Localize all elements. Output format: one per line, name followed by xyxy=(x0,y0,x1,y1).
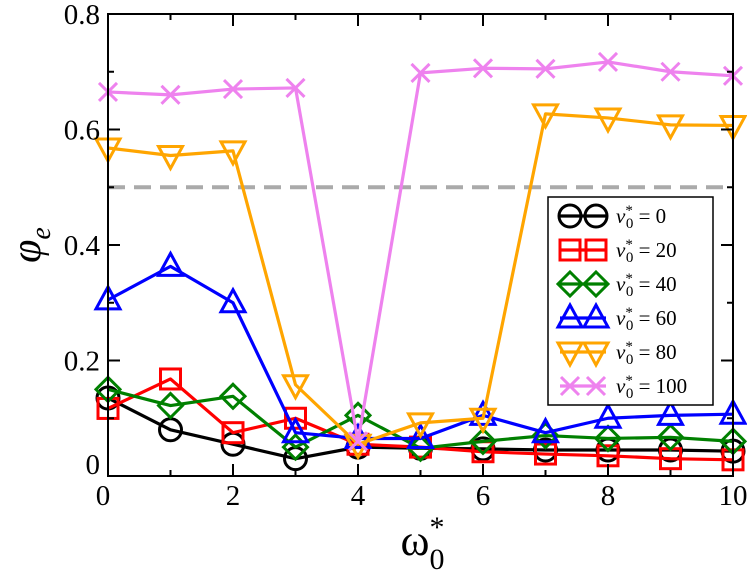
legend-entry: v* 0 = 60 xyxy=(555,301,677,334)
data-point xyxy=(284,406,307,430)
legend-marker xyxy=(559,375,581,397)
data-point xyxy=(534,442,557,466)
data-point xyxy=(593,107,623,135)
x-tick-label: 8 xyxy=(601,480,616,512)
legend-entry: v* 0 = 100 xyxy=(559,373,687,402)
data-point xyxy=(155,250,186,277)
legend-marker xyxy=(555,341,585,369)
axis-label-layer: ω* 0 φe xyxy=(4,227,444,571)
data-point xyxy=(468,407,498,435)
data-point xyxy=(218,140,248,167)
x-tick-label: 2 xyxy=(226,480,241,512)
legend-label: v* 0 = 60 xyxy=(616,305,677,334)
legend-marker xyxy=(558,238,582,262)
data-point xyxy=(410,62,431,83)
y-tick-label: 0.8 xyxy=(64,0,100,31)
legend-label: v* 0 = 80 xyxy=(616,339,677,368)
x-tick-label: 4 xyxy=(351,480,366,512)
legend-entry: v* 0 = 20 xyxy=(558,237,677,266)
legend-entry: v* 0 = 80 xyxy=(555,339,677,369)
data-point xyxy=(347,431,369,452)
legend-marker xyxy=(584,238,608,262)
data-point xyxy=(218,286,248,314)
data-point xyxy=(530,103,561,131)
legend-marker xyxy=(581,341,611,369)
legend-label: v* 0 = 0 xyxy=(616,203,666,232)
legend-box xyxy=(547,196,714,406)
data-point xyxy=(656,423,685,452)
data-point xyxy=(156,391,185,420)
y-tick-label: 0 xyxy=(86,449,101,481)
data-point xyxy=(218,382,248,411)
legend-label: v* 0 = 100 xyxy=(616,373,687,402)
legend-marker xyxy=(555,301,585,329)
x-tick-label: 6 xyxy=(476,480,491,512)
x-axis-label: ω* 0 xyxy=(401,511,445,571)
tick-layer: 0 2 4 6 8 10 0 0.2 0.4 0.6 0.8 xyxy=(64,0,747,512)
data-point xyxy=(159,367,182,391)
legend-label: v* 0 = 40 xyxy=(616,271,677,300)
legend-marker xyxy=(555,269,585,299)
data-point xyxy=(530,416,561,444)
y-tick-label: 0.4 xyxy=(64,230,101,262)
data-point xyxy=(468,427,498,456)
series-layer xyxy=(93,51,747,472)
data-point xyxy=(222,79,244,100)
data-point xyxy=(155,144,186,172)
data-point xyxy=(593,402,623,429)
data-point xyxy=(406,434,435,463)
legend-label: v* 0 = 20 xyxy=(616,237,677,266)
data-point xyxy=(285,77,306,98)
data-point xyxy=(660,61,681,82)
series-line xyxy=(107,112,734,446)
legend-marker xyxy=(581,301,611,329)
legend-marker xyxy=(581,269,611,299)
data-point xyxy=(468,399,498,426)
y-axis-label: φe xyxy=(4,227,57,263)
series-80 xyxy=(93,103,747,461)
legend-marker xyxy=(557,203,583,229)
data-point xyxy=(597,51,619,72)
legend-entry: v* 0 = 0 xyxy=(557,203,666,232)
data-point xyxy=(655,399,686,426)
legend-marker xyxy=(583,203,609,229)
x-tick-label: 0 xyxy=(96,480,111,512)
data-point xyxy=(593,424,623,453)
legend-marker xyxy=(585,375,607,397)
legend-entry: v* 0 = 40 xyxy=(555,269,677,300)
data-point xyxy=(221,421,245,445)
data-point xyxy=(405,422,436,449)
y-tick-label: 0.2 xyxy=(64,346,100,378)
data-point xyxy=(280,416,311,444)
data-point xyxy=(160,84,181,105)
x-tick-label: 10 xyxy=(719,480,747,512)
legend: v* 0 = 0 v* 0 = 20 v* 0 = 40 v* 0 = 60 v* 0 = 80 v… xyxy=(547,196,714,406)
data-point xyxy=(655,114,686,142)
data-point xyxy=(535,58,556,79)
data-point xyxy=(280,374,311,401)
y-tick-label: 0.6 xyxy=(64,115,100,147)
data-point xyxy=(472,58,494,79)
data-point xyxy=(405,412,436,440)
series-100 xyxy=(97,51,744,452)
